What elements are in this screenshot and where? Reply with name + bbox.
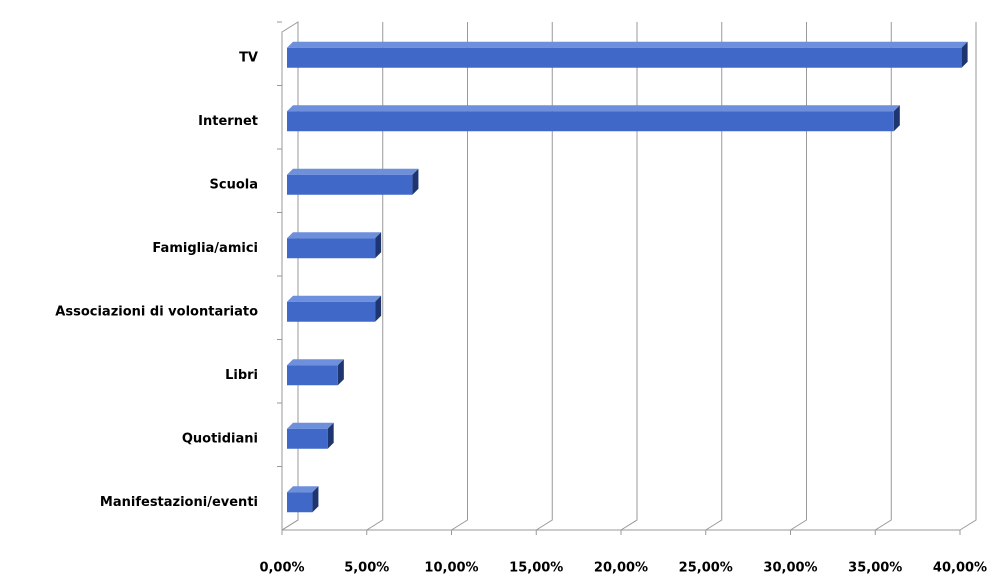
x-tick-label: 35,00% [848, 561, 902, 576]
y-tick-label: Quotidiani [182, 431, 258, 446]
bar-side [327, 422, 334, 449]
grid-line [959, 22, 977, 531]
y-tick-label: Scuola [210, 177, 258, 192]
bar-top [287, 359, 344, 366]
bar [287, 238, 376, 259]
grid-line [535, 22, 553, 531]
bar-top [287, 105, 900, 112]
bar [287, 111, 894, 132]
bar-side [893, 105, 900, 132]
grid-line [620, 22, 638, 531]
left-wall [281, 21, 299, 531]
grid-line [281, 22, 299, 531]
bar [287, 301, 376, 322]
x-tick-label: 5,00% [344, 561, 389, 576]
bar-top [287, 168, 419, 175]
bar-side [375, 232, 382, 259]
bar-side [412, 168, 419, 195]
bar [287, 47, 962, 68]
bar-side [337, 359, 344, 386]
y-tick-label: Famiglia/amici [152, 241, 258, 256]
grid-line [874, 22, 892, 531]
y-tick-label: Libri [225, 368, 258, 383]
x-tick-label: 10,00% [424, 561, 478, 576]
y-tick-label: Internet [198, 114, 258, 129]
grid-line [451, 22, 468, 531]
grid-line [705, 22, 723, 531]
bar [287, 365, 338, 386]
grid-line [790, 22, 807, 531]
y-tick-label: Associazioni di volontariato [55, 304, 258, 319]
grid-line [366, 22, 384, 531]
bar-top [287, 486, 319, 493]
bar-side [375, 295, 382, 322]
x-tick-label: 40,00% [933, 561, 987, 576]
bar [287, 428, 328, 449]
x-tick-label: 15,00% [509, 561, 563, 576]
bar [287, 174, 413, 195]
x-tick-label: 0,00% [259, 561, 304, 576]
bar [287, 492, 313, 513]
bar-side [961, 41, 968, 68]
bar-side [312, 486, 319, 513]
bar-top [287, 41, 968, 48]
x-tick-label: 25,00% [679, 561, 733, 576]
x-tick-label: 20,00% [594, 561, 648, 576]
bar-top [287, 422, 334, 429]
bar-top [287, 295, 382, 302]
x-tick-label: 30,00% [763, 561, 817, 576]
y-tick-label: TV [239, 50, 258, 65]
y-tick-label: Manifestazioni/eventi [100, 495, 258, 510]
bar-top [287, 232, 382, 239]
